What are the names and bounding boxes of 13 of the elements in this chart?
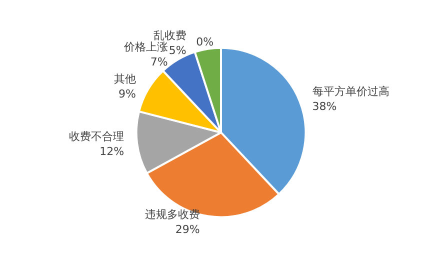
data-label: 7%	[150, 55, 168, 68]
slice-label: 价格上涨	[122, 40, 168, 54]
data-label: 5%	[168, 44, 186, 57]
text: 0%	[196, 35, 214, 48]
data-label: 12%	[100, 144, 124, 158]
data-label: 29%	[175, 223, 200, 236]
slice-label: 其他	[114, 72, 136, 86]
data-label: 38%	[312, 100, 337, 114]
slice-label: 违规多收费	[144, 208, 200, 222]
slice-label: 每平方单价过高	[312, 85, 390, 98]
data-label: 9%	[118, 87, 136, 100]
slice-label: 收费不合理	[69, 130, 124, 143]
slice-label: 乱收费	[153, 28, 186, 42]
